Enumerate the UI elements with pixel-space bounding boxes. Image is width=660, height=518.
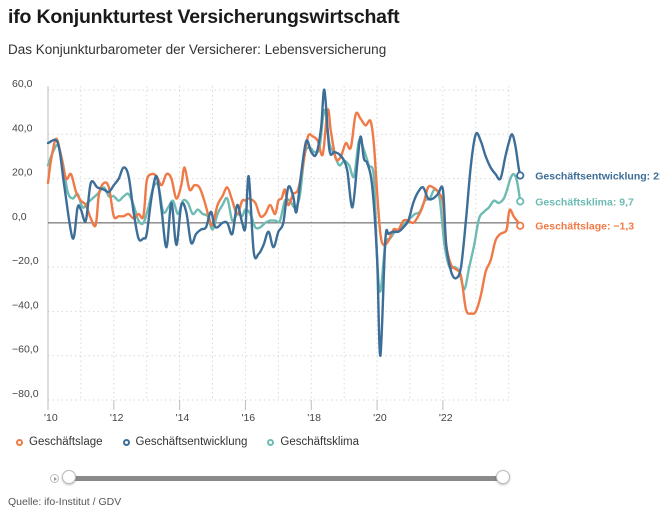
x-tick-label: '10	[44, 412, 58, 424]
x-tick-label: '22	[439, 412, 453, 424]
end-marker-geschaeftsklima	[516, 197, 525, 206]
grid	[48, 86, 512, 401]
end-marker-geschaeftslage	[516, 221, 525, 230]
time-range-slider[interactable]	[50, 470, 512, 486]
axes: 60,0 40,0 20,0 0,0 −20,0 −40,0 −60,0 −80,0 '10 '1…	[12, 78, 520, 424]
y-tick-label: 40,0	[12, 122, 33, 134]
legend-item-geschaeftsentwicklung[interactable]: Geschäftsentwicklung	[122, 436, 248, 448]
line-chart: 60,0 40,0 20,0 0,0 −20,0 −40,0 −60,0 −80,0 '10 '1…	[12, 78, 660, 424]
play-icon[interactable]	[50, 474, 59, 483]
slider-track[interactable]	[68, 476, 502, 481]
end-label-geschaeftslage: Geschäftslage: −1,3	[535, 221, 634, 233]
x-tick-label: '16	[241, 412, 255, 424]
slider-start-handle[interactable]	[62, 470, 76, 484]
end-labels: Geschäftsentwicklung: 21,4 Geschäftsklima…	[516, 170, 660, 233]
series	[46, 88, 522, 357]
y-tick-label: −80,0	[12, 388, 39, 400]
y-tick-label: 20,0	[12, 167, 33, 179]
source-note: Quelle: ifo-Institut / GDV	[8, 496, 122, 508]
legend-label-geschaeftsklima: Geschäftsklima	[280, 436, 359, 448]
chart-subtitle: Das Konjunkturbarometer der Versicherer:…	[8, 42, 387, 57]
legend-item-geschaeftslage[interactable]: Geschäftslage	[16, 436, 103, 448]
y-tick-label: 60,0	[12, 78, 33, 90]
legend-item-geschaeftsklima[interactable]: Geschäftsklima	[267, 436, 359, 448]
legend-label-geschaeftsentwicklung: Geschäftsentwicklung	[135, 436, 248, 448]
x-tick-label: '20	[373, 412, 387, 424]
legend-dot-geschaeftslage	[16, 438, 23, 446]
series-line-geschaeftsentwicklung	[46, 88, 522, 357]
y-tick-label: 0,0	[12, 211, 27, 223]
chart-title: ifo Konjunkturtest Versicherungswirtscha…	[8, 6, 400, 28]
x-tick-label: '18	[307, 412, 321, 424]
y-tick-label: −40,0	[12, 299, 39, 311]
legend-dot-geschaeftsklima	[267, 438, 275, 446]
y-tick-label: −60,0	[12, 344, 39, 356]
legend: Geschäftslage Geschäftsentwicklung Gesch…	[16, 436, 359, 448]
slider-end-handle[interactable]	[496, 470, 510, 484]
x-tick-label: '12	[110, 412, 124, 424]
y-tick-label: −20,0	[12, 255, 39, 267]
end-label-geschaeftsentwicklung: Geschäftsentwicklung: 21,4	[535, 170, 660, 182]
legend-label-geschaeftslage: Geschäftslage	[29, 436, 103, 448]
legend-dot-geschaeftsentwicklung	[122, 438, 130, 446]
end-marker-geschaeftsentwicklung	[516, 171, 525, 180]
x-tick-label: '14	[176, 412, 190, 424]
end-label-geschaeftsklima: Geschäftsklima: 9,7	[535, 196, 634, 208]
